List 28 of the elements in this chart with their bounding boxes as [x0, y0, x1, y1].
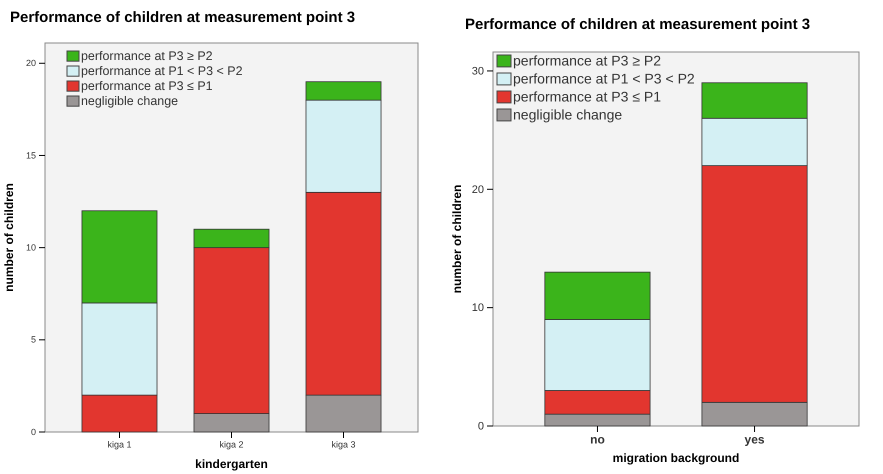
y-tick-label: 15 — [26, 150, 36, 160]
chart-title: Performance of children at measurement point 3 — [465, 16, 810, 33]
legend-label: performance at P1 < P3 < P2 — [513, 70, 695, 86]
y-axis-title: number of children — [450, 184, 464, 294]
y-axis-title: number of children — [2, 183, 16, 292]
legend-label: performance at P1 < P3 < P2 — [81, 64, 243, 78]
chart-title: Performance of children at measurement point 3 — [10, 9, 356, 26]
x-tick-label: yes — [744, 432, 765, 447]
x-axis-title: kindergarten — [195, 457, 268, 471]
legend-label: performance at P3 ≥ P2 — [81, 49, 213, 63]
legend-label: negligible change — [81, 94, 178, 108]
x-axis-title: migration background — [612, 451, 740, 465]
y-tick-label: 0 — [478, 420, 484, 433]
y-tick-label: 10 — [26, 242, 36, 253]
y-tick-label: 5 — [30, 334, 36, 345]
legend-label: performance at P3 ≤ P1 — [513, 88, 662, 104]
x-tick-label: kiga 1 — [107, 439, 132, 450]
y-tick-label: 0 — [30, 426, 36, 437]
x-tick-label: kiga 3 — [331, 439, 356, 450]
y-tick-label: 30 — [472, 65, 484, 78]
legend-label: negligible change — [513, 106, 622, 122]
y-tick-label: 10 — [472, 302, 484, 314]
x-tick-label: kiga 2 — [219, 439, 244, 450]
x-tick-label: no — [590, 432, 605, 447]
legend-label: performance at P3 ≥ P2 — [513, 52, 662, 68]
y-tick-label: 20 — [472, 184, 484, 196]
y-tick-label: 20 — [26, 58, 36, 68]
legend-label: performance at P3 ≤ P1 — [81, 79, 213, 93]
